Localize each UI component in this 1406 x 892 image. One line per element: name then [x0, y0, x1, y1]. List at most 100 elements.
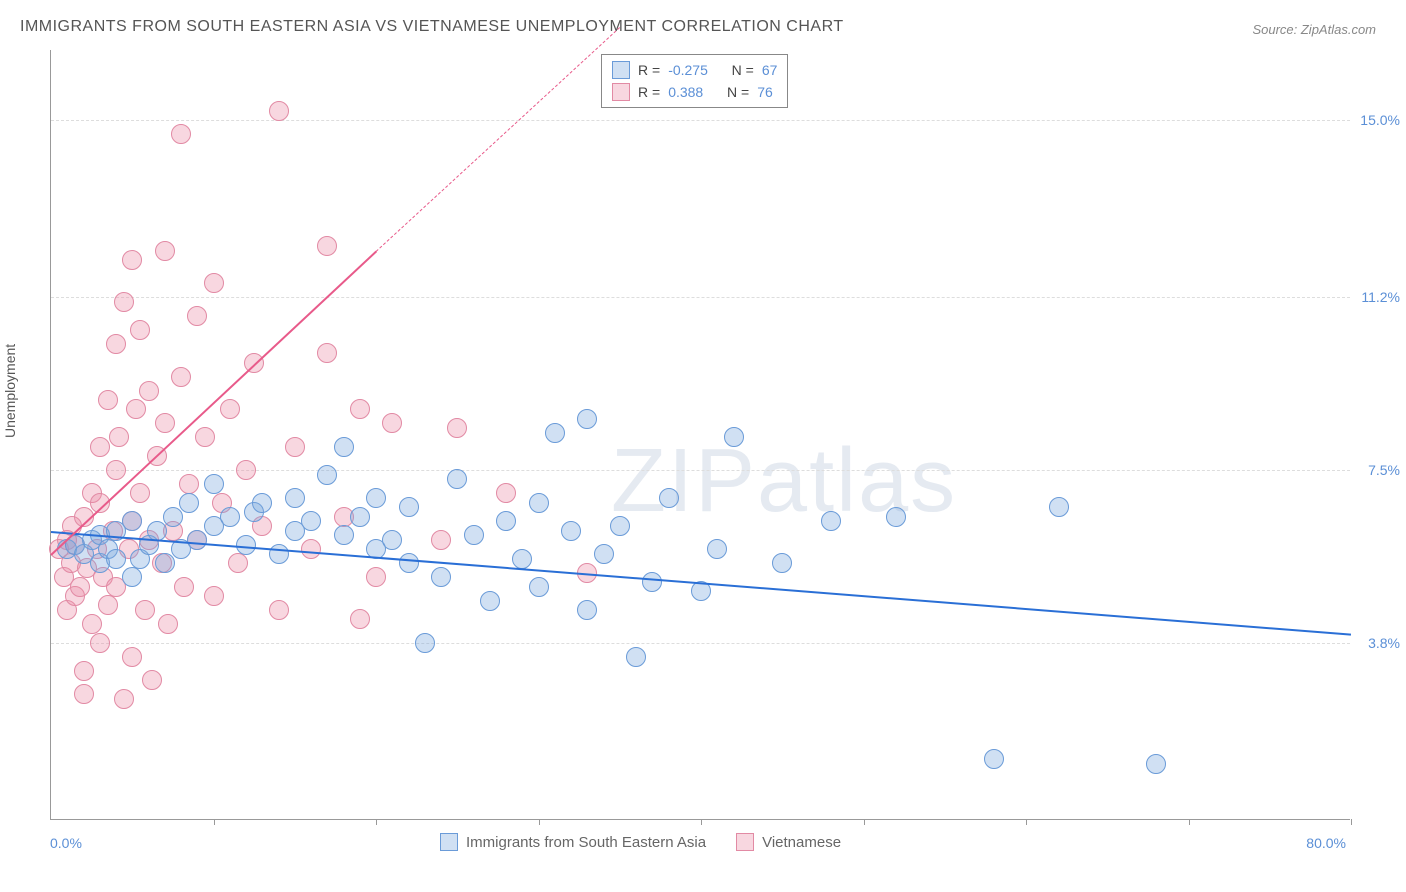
r-value-pink: 0.388	[668, 84, 703, 100]
scatter-point-blue	[886, 507, 906, 527]
scatter-point-blue	[529, 577, 549, 597]
x-tick	[1026, 819, 1027, 825]
scatter-point-blue	[122, 511, 142, 531]
scatter-point-blue	[204, 474, 224, 494]
scatter-point-pink	[447, 418, 467, 438]
scatter-point-pink	[82, 614, 102, 634]
scatter-point-blue	[301, 511, 321, 531]
legend-label-pink: Vietnamese	[762, 834, 841, 851]
scatter-point-pink	[122, 647, 142, 667]
scatter-point-pink	[126, 399, 146, 419]
scatter-point-blue	[464, 525, 484, 545]
scatter-point-blue	[642, 572, 662, 592]
scatter-point-pink	[187, 306, 207, 326]
scatter-point-pink	[98, 595, 118, 615]
scatter-point-pink	[74, 684, 94, 704]
scatter-point-blue	[187, 530, 207, 550]
x-axis-min-label: 0.0%	[50, 835, 82, 851]
scatter-point-pink	[74, 661, 94, 681]
scatter-point-pink	[350, 399, 370, 419]
scatter-point-pink	[350, 609, 370, 629]
scatter-point-pink	[171, 124, 191, 144]
scatter-point-blue	[147, 521, 167, 541]
legend-swatch-blue-icon	[440, 833, 458, 851]
scatter-point-pink	[301, 539, 321, 559]
scatter-point-pink	[98, 390, 118, 410]
scatter-point-blue	[236, 535, 256, 555]
y-tick-label: 15.0%	[1360, 112, 1400, 128]
scatter-point-pink	[142, 670, 162, 690]
scatter-point-pink	[228, 553, 248, 573]
scatter-point-blue	[610, 516, 630, 536]
scatter-point-blue	[480, 591, 500, 611]
scatter-point-pink	[174, 577, 194, 597]
y-tick-label: 7.5%	[1368, 462, 1400, 478]
scatter-point-pink	[269, 101, 289, 121]
n-value-pink: 76	[757, 84, 773, 100]
legend-row-pink: R = 0.388 N = 76	[612, 81, 777, 103]
scatter-point-blue	[399, 497, 419, 517]
y-axis-title: Unemployment	[2, 344, 18, 438]
scatter-point-blue	[252, 493, 272, 513]
n-label: N =	[727, 84, 749, 100]
x-tick	[1189, 819, 1190, 825]
x-tick	[214, 819, 215, 825]
x-tick	[539, 819, 540, 825]
n-label: N =	[732, 62, 754, 78]
scatter-point-pink	[139, 381, 159, 401]
scatter-point-blue	[155, 553, 175, 573]
scatter-point-pink	[195, 427, 215, 447]
r-label: R =	[638, 62, 660, 78]
scatter-point-blue	[179, 493, 199, 513]
scatter-point-blue	[496, 511, 516, 531]
scatter-point-blue	[382, 530, 402, 550]
scatter-point-pink	[496, 483, 516, 503]
legend-row-blue: R = -0.275 N = 67	[612, 59, 777, 81]
source-label: Source: ZipAtlas.com	[1252, 22, 1376, 37]
r-label: R =	[638, 84, 660, 100]
scatter-point-blue	[285, 488, 305, 508]
scatter-point-blue	[545, 423, 565, 443]
scatter-point-pink	[90, 633, 110, 653]
scatter-point-pink	[155, 413, 175, 433]
scatter-point-blue	[122, 567, 142, 587]
scatter-point-pink	[135, 600, 155, 620]
scatter-point-blue	[366, 488, 386, 508]
scatter-point-pink	[114, 292, 134, 312]
x-axis-max-label: 80.0%	[1306, 835, 1346, 851]
scatter-point-pink	[130, 320, 150, 340]
scatter-point-blue	[724, 427, 744, 447]
scatter-point-pink	[106, 334, 126, 354]
legend-swatch-pink-icon	[736, 833, 754, 851]
scatter-point-blue	[577, 409, 597, 429]
scatter-point-pink	[179, 474, 199, 494]
scatter-point-blue	[334, 525, 354, 545]
scatter-point-blue	[163, 507, 183, 527]
scatter-point-blue	[1146, 754, 1166, 774]
scatter-point-blue	[220, 507, 240, 527]
scatter-point-pink	[70, 577, 90, 597]
scatter-point-pink	[236, 460, 256, 480]
scatter-point-pink	[431, 530, 451, 550]
trendline-blue	[51, 531, 1351, 636]
y-tick-label: 3.8%	[1368, 635, 1400, 651]
r-value-blue: -0.275	[668, 62, 708, 78]
scatter-point-blue	[431, 567, 451, 587]
scatter-point-pink	[90, 437, 110, 457]
scatter-point-pink	[220, 399, 240, 419]
scatter-point-pink	[171, 367, 191, 387]
legend-label-blue: Immigrants from South Eastern Asia	[466, 834, 706, 851]
gridline	[51, 297, 1350, 298]
scatter-point-pink	[204, 586, 224, 606]
gridline	[51, 643, 1350, 644]
scatter-point-pink	[285, 437, 305, 457]
gridline	[51, 120, 1350, 121]
scatter-point-blue	[772, 553, 792, 573]
scatter-point-blue	[399, 553, 419, 573]
scatter-point-blue	[561, 521, 581, 541]
scatter-point-blue	[447, 469, 467, 489]
scatter-point-blue	[984, 749, 1004, 769]
scatter-point-blue	[821, 511, 841, 531]
scatter-point-blue	[1049, 497, 1069, 517]
y-tick-label: 11.2%	[1361, 289, 1400, 305]
